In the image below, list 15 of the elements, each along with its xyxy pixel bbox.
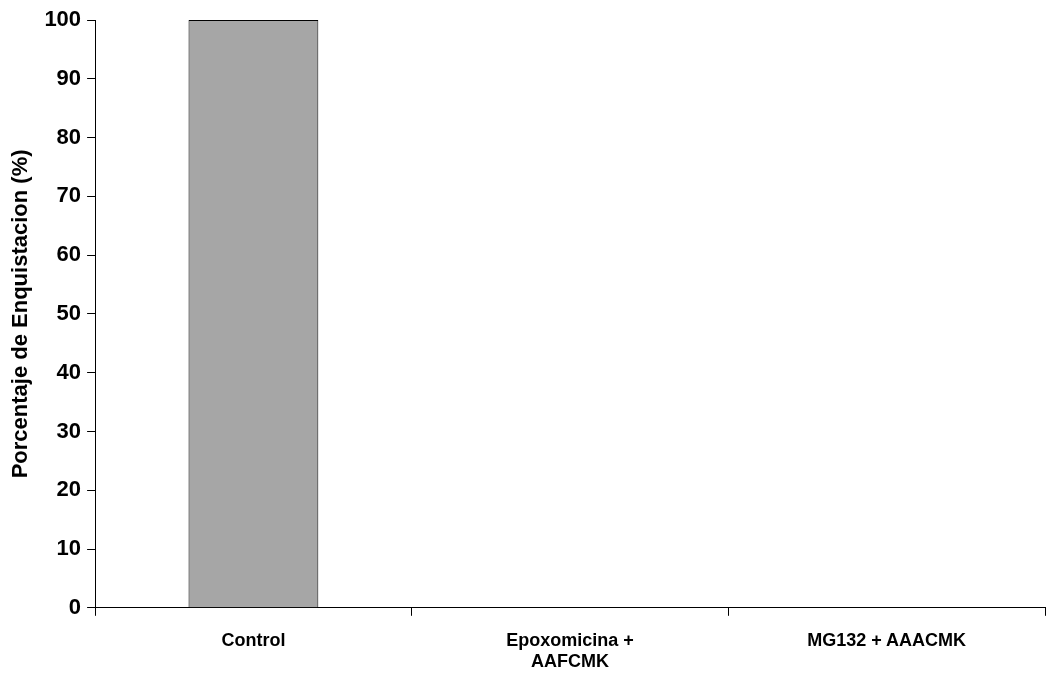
x-tick-label: Control bbox=[221, 629, 286, 650]
y-axis-title: Porcentaje de Enquistacion (%) bbox=[7, 149, 33, 479]
y-tick-label: 50 bbox=[56, 299, 82, 325]
y-tick-label: 80 bbox=[56, 123, 82, 149]
y-tick-label: 40 bbox=[56, 358, 82, 384]
y-tick-label: 30 bbox=[56, 417, 82, 443]
x-tick-label: MG132 + AAACMK bbox=[807, 629, 967, 650]
y-tick-label: 10 bbox=[56, 535, 82, 561]
y-tick-label: 70 bbox=[56, 182, 82, 208]
y-tick-label: 0 bbox=[68, 593, 82, 619]
y-tick-label: 100 bbox=[44, 6, 82, 32]
y-tick-label: 90 bbox=[56, 64, 82, 90]
x-tick-label: Epoxomicina + AAFCMK bbox=[506, 629, 634, 672]
y-tick-label: 20 bbox=[56, 476, 82, 502]
y-tick-label: 60 bbox=[56, 241, 82, 267]
